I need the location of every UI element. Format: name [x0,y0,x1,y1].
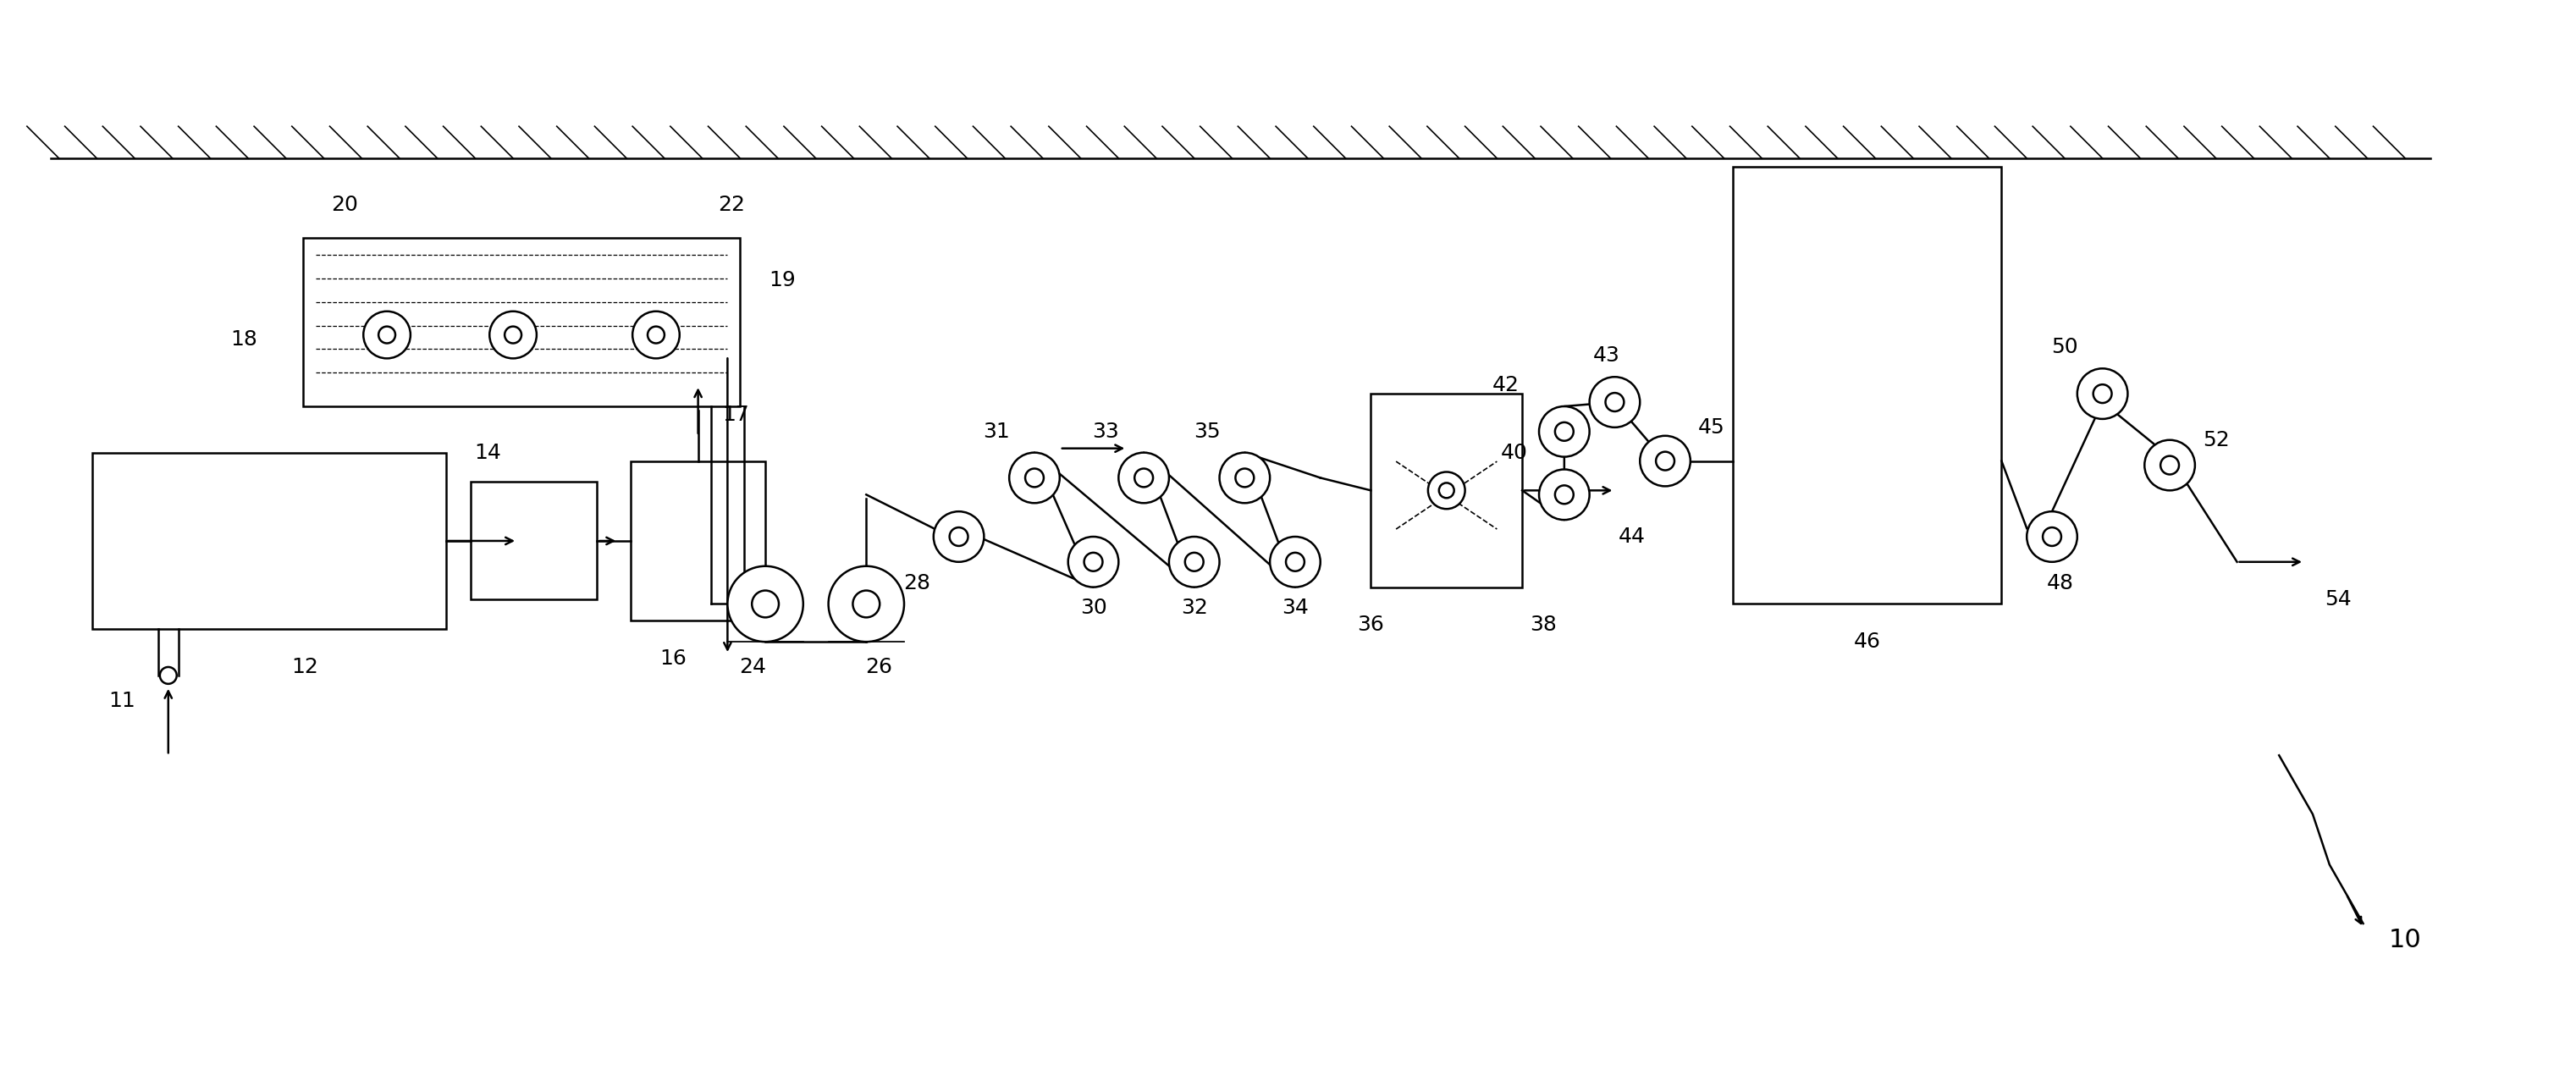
Circle shape [1589,377,1641,427]
Text: 36: 36 [1358,615,1383,636]
Text: 48: 48 [2048,572,2074,593]
Text: 32: 32 [1180,598,1208,618]
Text: 50: 50 [2050,337,2079,357]
Bar [1734,167,2002,603]
Circle shape [1285,553,1303,571]
Text: 16: 16 [659,648,685,669]
Text: 31: 31 [984,422,1010,442]
Circle shape [505,326,520,343]
Circle shape [1605,393,1623,411]
Text: 40: 40 [1499,442,1528,462]
Circle shape [1118,453,1170,503]
Circle shape [933,511,984,562]
Circle shape [726,566,804,642]
Circle shape [363,311,410,358]
Circle shape [1641,435,1690,486]
Bar [1370,394,1522,587]
Circle shape [2076,368,2128,419]
Text: 45: 45 [1698,417,1726,438]
Text: 38: 38 [1530,615,1556,636]
Circle shape [1236,469,1255,487]
Circle shape [951,528,969,546]
Text: 28: 28 [904,572,930,593]
Circle shape [1218,453,1270,503]
Circle shape [1538,407,1589,457]
Bar [631,461,765,621]
Circle shape [489,311,536,358]
Text: 14: 14 [474,442,502,462]
Circle shape [1270,537,1321,587]
Text: 12: 12 [291,657,317,677]
Circle shape [1538,470,1589,520]
Text: 10: 10 [2388,928,2421,952]
Circle shape [1084,553,1103,571]
Text: 43: 43 [1592,346,1620,366]
Circle shape [752,591,778,617]
Text: 54: 54 [2324,590,2352,610]
Text: 30: 30 [1079,598,1108,618]
Circle shape [1010,453,1059,503]
Bar [304,239,739,407]
Text: 46: 46 [1855,631,1880,652]
Circle shape [2094,384,2112,403]
Text: 35: 35 [1193,422,1221,442]
Text: 42: 42 [1492,376,1520,396]
Text: 11: 11 [108,690,137,710]
Text: 26: 26 [866,657,891,677]
Circle shape [2027,511,2076,562]
Circle shape [647,326,665,343]
Circle shape [2043,528,2061,546]
Circle shape [379,326,394,343]
Circle shape [829,566,904,642]
Text: 33: 33 [1092,422,1121,442]
Circle shape [1556,423,1574,441]
Circle shape [1556,486,1574,504]
Text: 34: 34 [1283,598,1309,618]
Circle shape [1656,452,1674,470]
Circle shape [1133,469,1154,487]
Circle shape [1427,472,1466,509]
Circle shape [853,591,881,617]
Circle shape [634,311,680,358]
Bar [93,453,446,629]
Text: 44: 44 [1618,526,1646,547]
Circle shape [1170,537,1218,587]
Circle shape [1440,483,1453,498]
Text: 20: 20 [332,195,358,215]
Circle shape [1069,537,1118,587]
Circle shape [1185,553,1203,571]
Text: 19: 19 [768,270,796,290]
Text: 22: 22 [719,195,744,215]
Circle shape [1025,469,1043,487]
Text: 24: 24 [739,657,765,677]
Text: 17: 17 [721,404,750,425]
Circle shape [2143,440,2195,490]
Text: 52: 52 [2202,430,2228,450]
Circle shape [2161,456,2179,474]
Bar [471,482,598,600]
Text: 18: 18 [229,328,258,349]
